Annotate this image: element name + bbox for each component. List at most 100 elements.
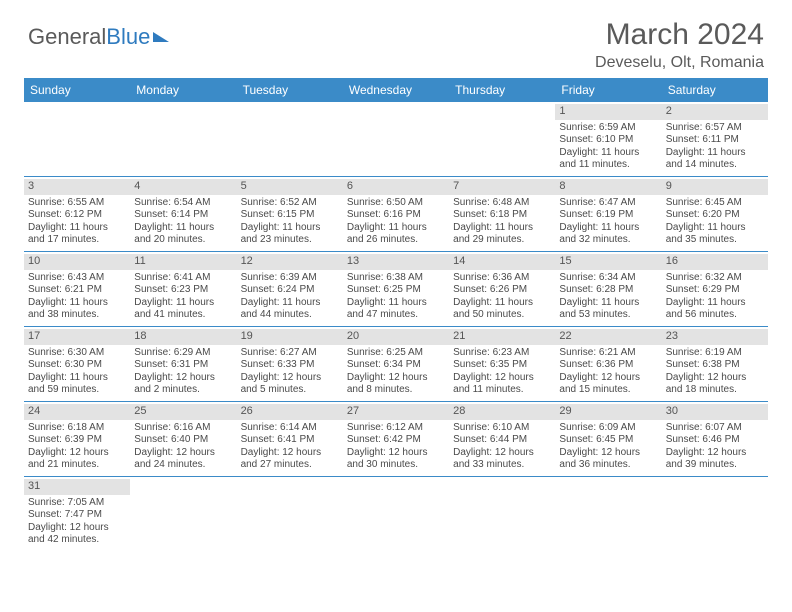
day-number: 26 [237,404,343,420]
calendar-cell: 4Sunrise: 6:54 AMSunset: 6:14 PMDaylight… [130,177,236,251]
sunrise-text: Sunrise: 6:09 AM [559,422,657,435]
daylight-text: Daylight: 12 hours [666,372,764,385]
day-number: 13 [343,254,449,270]
day-number: 12 [237,254,343,270]
day-header: Tuesday [237,78,343,102]
sunset-text: Sunset: 6:10 PM [559,134,657,147]
daylight-text: Daylight: 11 hours [134,297,232,310]
day-number: 6 [343,179,449,195]
sunset-text: Sunset: 7:47 PM [28,509,126,522]
calendar-cell: 10Sunrise: 6:43 AMSunset: 6:21 PMDayligh… [24,252,130,326]
daylight-text: and 47 minutes. [347,309,445,322]
daylight-text: Daylight: 12 hours [347,447,445,460]
calendar-cell: 30Sunrise: 6:07 AMSunset: 6:46 PMDayligh… [662,402,768,476]
daylight-text: and 27 minutes. [241,459,339,472]
calendar-cell [343,102,449,176]
sunset-text: Sunset: 6:28 PM [559,284,657,297]
day-number: 28 [449,404,555,420]
calendar-cell: 22Sunrise: 6:21 AMSunset: 6:36 PMDayligh… [555,327,661,401]
week-row: 1Sunrise: 6:59 AMSunset: 6:10 PMDaylight… [24,102,768,177]
sunrise-text: Sunrise: 6:27 AM [241,347,339,360]
sunrise-text: Sunrise: 6:36 AM [453,272,551,285]
sunrise-text: Sunrise: 6:23 AM [453,347,551,360]
sunset-text: Sunset: 6:20 PM [666,209,764,222]
daylight-text: and 35 minutes. [666,234,764,247]
daylight-text: Daylight: 12 hours [28,447,126,460]
sunrise-text: Sunrise: 7:05 AM [28,497,126,510]
sunrise-text: Sunrise: 6:16 AM [134,422,232,435]
sunrise-text: Sunrise: 6:25 AM [347,347,445,360]
calendar-cell: 5Sunrise: 6:52 AMSunset: 6:15 PMDaylight… [237,177,343,251]
sunrise-text: Sunrise: 6:52 AM [241,197,339,210]
calendar: Sunday Monday Tuesday Wednesday Thursday… [0,78,792,551]
daylight-text: and 26 minutes. [347,234,445,247]
week-row: 10Sunrise: 6:43 AMSunset: 6:21 PMDayligh… [24,252,768,327]
day-header: Saturday [662,78,768,102]
sunset-text: Sunset: 6:26 PM [453,284,551,297]
sunrise-text: Sunrise: 6:10 AM [453,422,551,435]
calendar-cell [237,102,343,176]
daylight-text: and 5 minutes. [241,384,339,397]
daylight-text: Daylight: 11 hours [666,297,764,310]
day-number: 3 [24,179,130,195]
day-number: 21 [449,329,555,345]
calendar-cell [662,477,768,551]
daylight-text: Daylight: 12 hours [241,372,339,385]
sunrise-text: Sunrise: 6:07 AM [666,422,764,435]
sunset-text: Sunset: 6:35 PM [453,359,551,372]
daylight-text: Daylight: 11 hours [134,222,232,235]
calendar-cell: 9Sunrise: 6:45 AMSunset: 6:20 PMDaylight… [662,177,768,251]
daylight-text: Daylight: 11 hours [347,222,445,235]
sunrise-text: Sunrise: 6:47 AM [559,197,657,210]
sunset-text: Sunset: 6:16 PM [347,209,445,222]
daylight-text: and 17 minutes. [28,234,126,247]
logo-text-general: General [28,24,106,50]
daylight-text: Daylight: 11 hours [241,222,339,235]
month-title: March 2024 [595,18,764,52]
week-row: 24Sunrise: 6:18 AMSunset: 6:39 PMDayligh… [24,402,768,477]
daylight-text: Daylight: 11 hours [559,297,657,310]
sunset-text: Sunset: 6:11 PM [666,134,764,147]
calendar-cell: 26Sunrise: 6:14 AMSunset: 6:41 PMDayligh… [237,402,343,476]
daylight-text: and 11 minutes. [453,384,551,397]
sunrise-text: Sunrise: 6:21 AM [559,347,657,360]
sunset-text: Sunset: 6:36 PM [559,359,657,372]
daylight-text: Daylight: 12 hours [134,372,232,385]
location: Deveselu, Olt, Romania [595,54,764,72]
sunset-text: Sunset: 6:34 PM [347,359,445,372]
sunset-text: Sunset: 6:15 PM [241,209,339,222]
calendar-cell: 31Sunrise: 7:05 AMSunset: 7:47 PMDayligh… [24,477,130,551]
sunset-text: Sunset: 6:18 PM [453,209,551,222]
calendar-cell: 8Sunrise: 6:47 AMSunset: 6:19 PMDaylight… [555,177,661,251]
calendar-cell: 15Sunrise: 6:34 AMSunset: 6:28 PMDayligh… [555,252,661,326]
sunrise-text: Sunrise: 6:43 AM [28,272,126,285]
logo-text-blue: Blue [106,24,150,50]
sunrise-text: Sunrise: 6:29 AM [134,347,232,360]
sunrise-text: Sunrise: 6:57 AM [666,122,764,135]
sunrise-text: Sunrise: 6:32 AM [666,272,764,285]
daylight-text: Daylight: 11 hours [28,372,126,385]
sunrise-text: Sunrise: 6:18 AM [28,422,126,435]
day-number: 16 [662,254,768,270]
day-number: 11 [130,254,236,270]
daylight-text: Daylight: 11 hours [453,297,551,310]
daylight-text: and 42 minutes. [28,534,126,547]
daylight-text: Daylight: 11 hours [453,222,551,235]
sunrise-text: Sunrise: 6:30 AM [28,347,126,360]
daylight-text: and 20 minutes. [134,234,232,247]
daylight-text: Daylight: 11 hours [347,297,445,310]
day-number: 25 [130,404,236,420]
sunset-text: Sunset: 6:30 PM [28,359,126,372]
daylight-text: Daylight: 12 hours [453,447,551,460]
calendar-cell: 2Sunrise: 6:57 AMSunset: 6:11 PMDaylight… [662,102,768,176]
calendar-cell: 20Sunrise: 6:25 AMSunset: 6:34 PMDayligh… [343,327,449,401]
sunrise-text: Sunrise: 6:12 AM [347,422,445,435]
calendar-cell: 27Sunrise: 6:12 AMSunset: 6:42 PMDayligh… [343,402,449,476]
calendar-cell [555,477,661,551]
daylight-text: and 33 minutes. [453,459,551,472]
calendar-cell [449,102,555,176]
sunset-text: Sunset: 6:19 PM [559,209,657,222]
sunset-text: Sunset: 6:42 PM [347,434,445,447]
calendar-cell [24,102,130,176]
day-number: 15 [555,254,661,270]
